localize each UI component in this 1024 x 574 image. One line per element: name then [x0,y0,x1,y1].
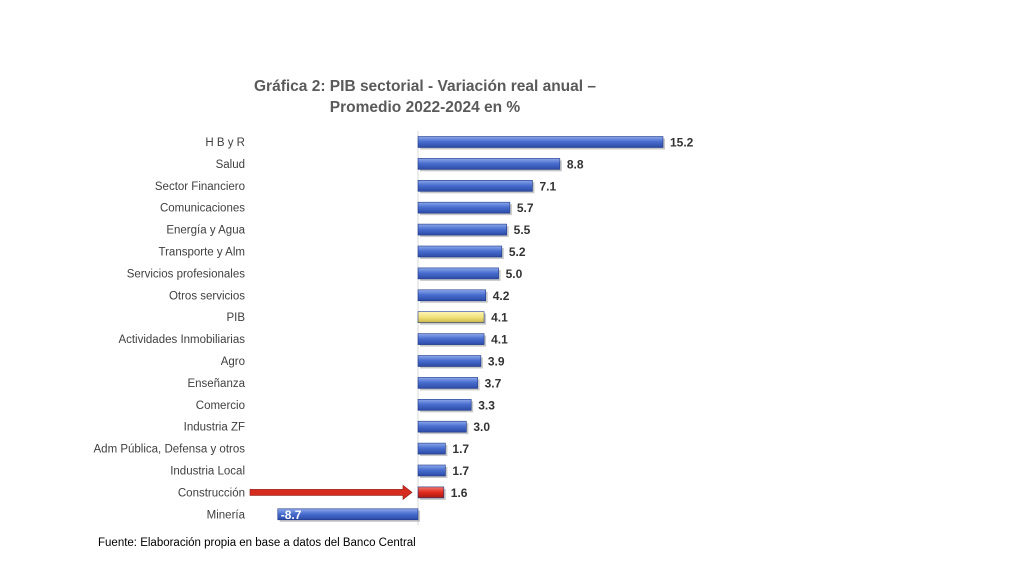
value-label-otros-servicios: 4.2 [493,289,510,303]
source-note: Fuente: Elaboración propia en base a dat… [98,537,416,549]
category-label-servicios-profesionales: Servicios profesionales [127,268,246,280]
bar-salud [417,158,561,170]
value-label-transporte-y-alm: 5.2 [509,245,526,259]
value-label-adm-publica-defensa-y-otros: 1.7 [452,442,469,456]
value-label-comercio: 3.3 [478,398,495,412]
value-label-industria-local: 1.7 [452,464,469,478]
category-label-salud: Salud [216,159,245,171]
bar-sector-financiero [417,180,533,192]
category-label-comunicaciones: Comunicaciones [160,203,245,215]
category-label-adm-publica-defensa-y-otros: Adm Pública, Defensa y otros [94,444,246,456]
bar-actividades-inmobiliarias [417,333,485,345]
value-label-mineria: -8.7 [281,508,302,522]
bar-otros-servicios [417,289,486,302]
chart-plot-area: H B y R 15.2 Salud 8.8 Sector Financiero 7.1 C… [94,131,694,526]
bar-h-b-y-r [417,136,664,148]
bar-adm-publica-defensa-y-otros [417,442,446,455]
value-label-construccion: 1.6 [451,486,468,500]
bar-construccion [417,486,445,499]
value-label-h-b-y-r: 15.2 [670,136,694,150]
category-label-actividades-inmobiliarias: Actividades Inmobiliarias [118,334,245,346]
category-label-sector-financiero: Sector Financiero [155,181,245,193]
bar-mineria [277,508,419,521]
bar-industria-local [417,464,446,477]
chart-title: Gráfica 2: PIB sectorial - Variación rea… [200,76,650,118]
category-label-h-b-y-r: H B y R [205,137,245,149]
category-label-otros-servicios: Otros servicios [169,290,245,302]
bar-transporte-y-alm [417,245,503,258]
bar-pib [417,311,485,324]
category-label-comercio: Comercio [196,400,245,412]
value-label-actividades-inmobiliarias: 4.1 [491,333,508,347]
bar-comunicaciones [417,201,511,214]
category-label-pib: PIB [226,312,245,324]
value-label-energia-y-agua: 5.5 [514,223,531,237]
bar-ensenanza [417,377,478,389]
category-label-energia-y-agua: Energía y Agua [166,225,245,237]
category-label-mineria: Minería [207,509,246,521]
bar-comercio [417,398,472,411]
value-label-industria-zf: 3.0 [473,420,490,434]
value-label-sector-financiero: 7.1 [539,179,556,193]
category-label-transporte-y-alm: Transporte y Alm [159,247,246,259]
annotation-arrow [249,484,413,501]
value-label-ensenanza: 3.7 [485,376,502,390]
bar-servicios-profesionales [417,267,499,280]
category-label-agro: Agro [221,356,245,368]
category-label-industria-local: Industria Local [170,466,245,478]
category-label-industria-zf: Industria ZF [184,422,245,434]
value-label-servicios-profesionales: 5.0 [506,267,523,281]
value-label-comunicaciones: 5.7 [517,201,534,215]
category-label-construccion: Construcción [178,487,245,499]
bar-industria-zf [417,420,467,433]
value-label-salud: 8.8 [567,157,584,171]
category-label-ensenanza: Enseñanza [187,378,245,390]
bar-agro [417,355,482,367]
bar-energia-y-agua [417,223,507,236]
chart-title-line-2: Promedio 2022-2024 en % [329,99,521,116]
value-label-agro: 3.9 [488,355,505,369]
chart-title-line-1: Gráfica 2: PIB sectorial - Variación rea… [253,78,596,95]
value-label-pib: 4.1 [491,311,508,325]
